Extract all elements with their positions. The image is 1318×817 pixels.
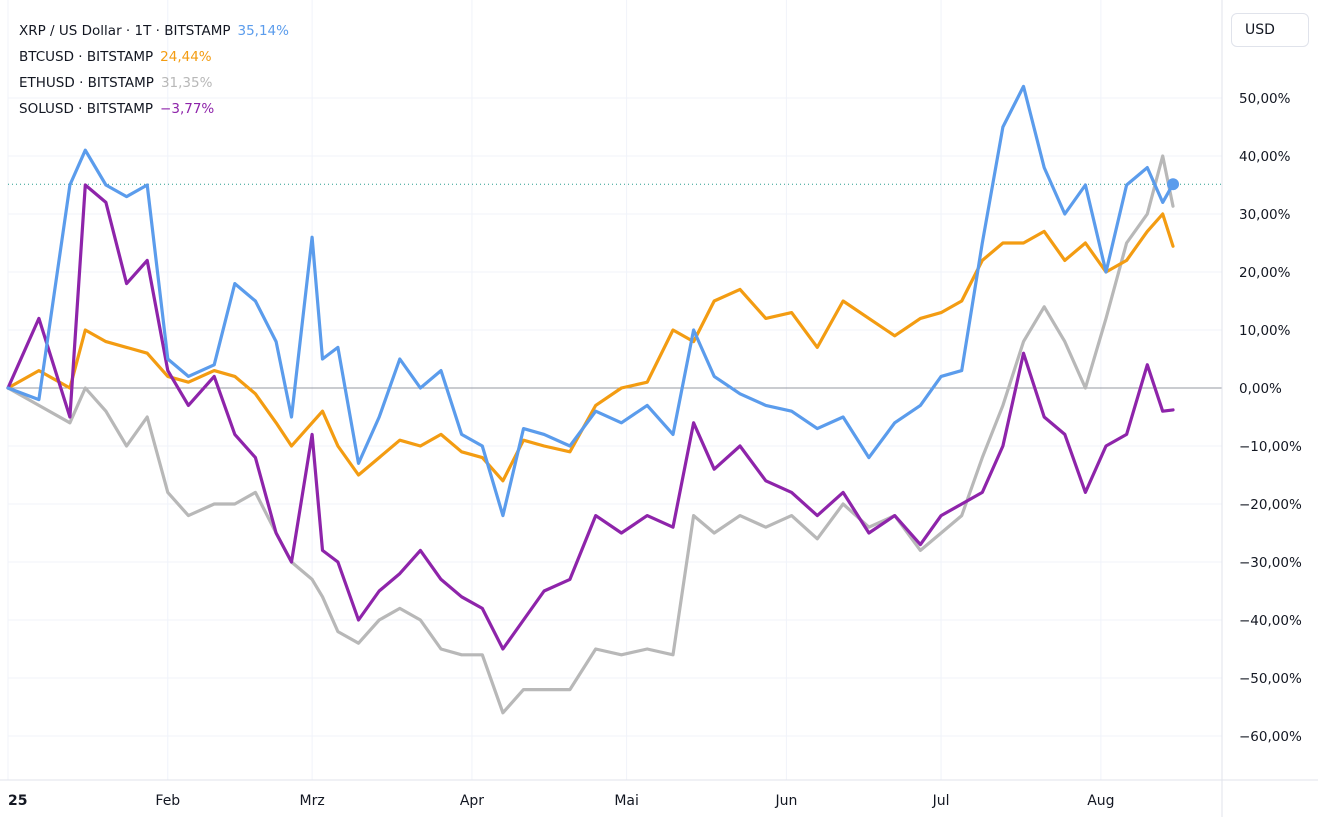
series-line-btc[interactable]	[6, 212, 1175, 483]
y-tick-label: 40,00%	[1239, 149, 1291, 165]
y-tick-label: −30,00%	[1239, 555, 1302, 571]
x-tick-label: 25	[8, 793, 27, 809]
x-tick-label: Feb	[155, 793, 180, 809]
legend: XRP / US Dollar · 1T · BITSTAMP 35,14% BT…	[19, 18, 289, 122]
series-lines	[6, 84, 1175, 715]
legend-label-sol: SOLUSD · BITSTAMP	[19, 101, 154, 117]
legend-label-eth: ETHUSD · BITSTAMP	[19, 75, 154, 91]
xrp-last-value-dot	[1167, 178, 1180, 191]
series-line-sol[interactable]	[6, 183, 1175, 651]
series-line-xrp[interactable]	[6, 84, 1175, 518]
legend-value-eth: 31,35%	[160, 75, 213, 91]
y-tick-label: −60,00%	[1239, 729, 1302, 745]
y-tick-label: −10,00%	[1239, 439, 1302, 455]
y-tick-label: 10,00%	[1239, 323, 1291, 339]
y-axis: 50,00% 40,00% 30,00% 20,00% 10,00% 0,00% −10,0…	[1221, 0, 1302, 817]
y-tick-label: 30,00%	[1239, 207, 1291, 223]
y-tick-label: 50,00%	[1239, 91, 1291, 107]
legend-item-sol[interactable]: SOLUSD · BITSTAMP −3,77%	[19, 96, 289, 122]
y-tick-label: 20,00%	[1239, 265, 1291, 281]
series-line-eth[interactable]	[6, 154, 1175, 715]
x-tick-label: Mai	[614, 793, 639, 809]
legend-value-btc: 24,44%	[160, 49, 212, 65]
x-tick-label: Jul	[932, 793, 950, 809]
y-tick-label: −20,00%	[1239, 497, 1302, 513]
y-tick-label: −50,00%	[1239, 671, 1302, 687]
currency-button[interactable]: USD	[1231, 13, 1309, 47]
x-tick-label: Apr	[460, 793, 484, 809]
x-tick-label: Mrz	[300, 793, 325, 809]
x-tick-label: Aug	[1087, 793, 1114, 809]
x-tick-label: Jun	[774, 793, 797, 809]
y-tick-label: 0,00%	[1239, 381, 1282, 397]
y-tick-label: −40,00%	[1239, 613, 1302, 629]
legend-value-sol: −3,77%	[160, 101, 215, 117]
legend-label-xrp: XRP / US Dollar · 1T · BITSTAMP	[19, 23, 231, 39]
x-axis: 25 Feb Mrz Apr Mai Jun Jul Aug	[0, 779, 1318, 809]
legend-item-xrp[interactable]: XRP / US Dollar · 1T · BITSTAMP 35,14%	[19, 18, 289, 44]
legend-item-eth[interactable]: ETHUSD · BITSTAMP 31,35%	[19, 70, 289, 96]
legend-label-btc: BTCUSD · BITSTAMP	[19, 49, 154, 65]
legend-item-btc[interactable]: BTCUSD · BITSTAMP 24,44%	[19, 44, 289, 70]
legend-value-xrp: 35,14%	[237, 23, 289, 39]
